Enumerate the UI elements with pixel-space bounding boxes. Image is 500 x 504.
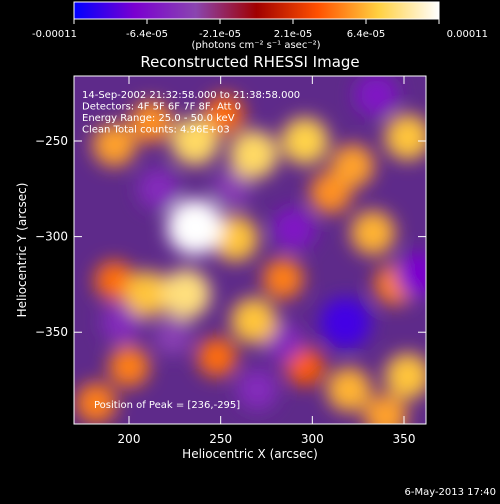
peak-label: Position of Peak = [236,-295] — [94, 400, 240, 411]
annotation-line: Clean Total counts: 4.96E+03 — [82, 125, 230, 136]
colorbar-tick-label: -0.00011 — [32, 29, 77, 40]
heatmap-source — [319, 297, 371, 349]
heatmap-source — [197, 337, 237, 377]
x-tick-label: 200 — [118, 432, 141, 446]
heatmap-source — [272, 207, 316, 251]
heatmap-source — [212, 169, 251, 208]
annotations: 14-Sep-2002 21:32:58.000 to 21:38:58.000… — [82, 90, 300, 136]
heatmap-source — [101, 302, 143, 344]
heatmap-source — [170, 116, 220, 166]
x-tick-label: 350 — [393, 432, 416, 446]
colorbar-tick-label: 2.1e-05 — [274, 29, 312, 40]
heatmap-source — [262, 258, 304, 300]
heatmap-source — [395, 251, 426, 298]
chart-title: Reconstructed RHESSI Image — [140, 53, 359, 71]
heatmap-source — [331, 144, 375, 188]
x-axis-label: Heliocentric X (arcsec) — [182, 447, 318, 461]
heatmap-source — [137, 168, 179, 210]
heatmap-sources — [75, 76, 426, 424]
heatmap-source — [212, 215, 259, 262]
axis-ticks: 200 250 300 350 −250 −300 −350 — [35, 76, 426, 446]
colorbar-unit-label: (photons cm⁻² s⁻¹ asec⁻²) — [191, 40, 320, 51]
heatmap-source — [108, 346, 150, 388]
heatmap-source — [124, 271, 171, 317]
heatmap-source — [364, 394, 408, 424]
heatmap-source — [281, 117, 329, 165]
heatmap-source — [92, 123, 136, 167]
annotation-line: 14-Sep-2002 21:32:58.000 to 21:38:58.000 — [82, 90, 300, 101]
colorbar-tick-label: -6.4e-05 — [126, 29, 168, 40]
heatmap-source — [204, 94, 245, 134]
heatmap-source — [384, 114, 426, 161]
colorbar-tick-label: 6.4e-05 — [347, 29, 385, 40]
y-tick-label: −300 — [35, 230, 68, 244]
colorbar-ticks: -0.00011 -6.4e-05 -2.1e-05 2.1e-05 6.4e-05 0.… — [32, 19, 488, 40]
heatmap-source — [236, 369, 278, 410]
heatmap-source — [75, 382, 117, 424]
heatmap-source — [384, 353, 426, 400]
x-tick-label: 250 — [209, 432, 232, 446]
colorbar-tick-label: 0.00011 — [447, 29, 488, 40]
footer-timestamp: 6-May-2013 17:40 — [404, 487, 496, 498]
y-tick-label: −350 — [35, 325, 68, 339]
plot-frame — [73, 75, 427, 425]
heatmap-source — [94, 260, 135, 301]
heatmap-source — [167, 199, 223, 256]
heatmap-source — [326, 367, 372, 412]
heatmap — [74, 76, 426, 424]
colorbar-gradient — [73, 1, 440, 20]
x-tick-label: 300 — [301, 432, 324, 446]
heatmap-source — [130, 100, 172, 143]
y-axis-label: Heliocentric Y (arcsec) — [15, 183, 29, 318]
heatmap-source — [230, 297, 277, 344]
heatmap-source — [354, 76, 399, 117]
colorbar: -0.00011 -6.4e-05 -2.1e-05 2.1e-05 6.4e-05 0.… — [32, 1, 488, 51]
y-tick-label: −250 — [35, 134, 68, 148]
heatmap-source — [229, 130, 278, 179]
heatmap-source — [153, 316, 193, 356]
heatmap-source — [350, 210, 396, 256]
colorbar-tick-label: -2.1e-05 — [199, 29, 241, 40]
annotation-line: Detectors: 4F 5F 6F 7F 8F, Att 0 — [82, 102, 241, 113]
annotation-line: Energy Range: 25.0 - 50.0 keV — [82, 113, 235, 124]
heatmap-source — [161, 269, 211, 319]
